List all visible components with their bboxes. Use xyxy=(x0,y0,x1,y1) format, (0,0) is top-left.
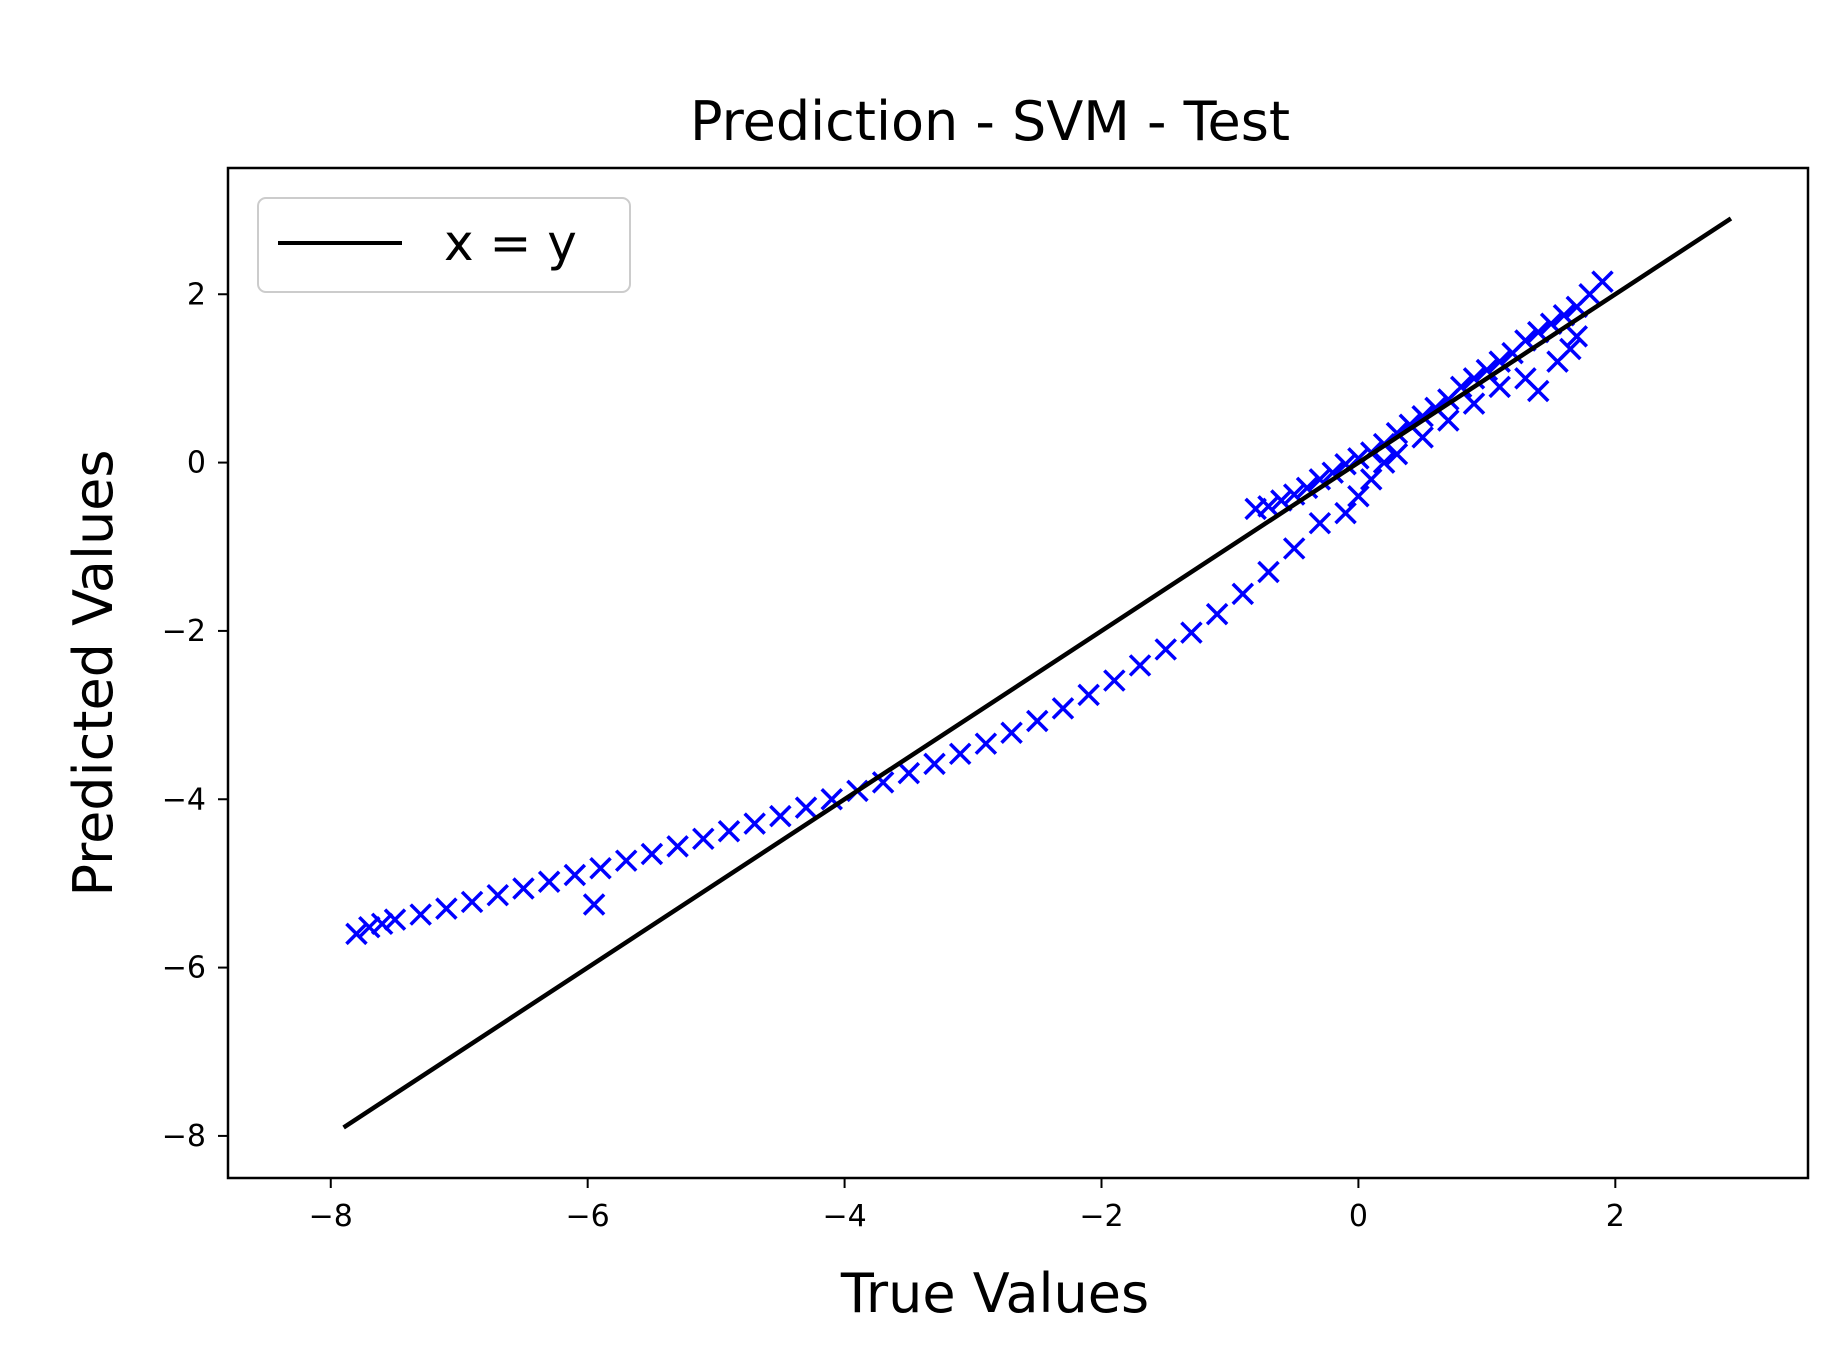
scatter-point xyxy=(1321,461,1344,484)
scatter-point xyxy=(1077,683,1100,707)
scatter-point xyxy=(1282,537,1306,560)
scatter-point xyxy=(537,870,561,893)
x-tick-label: −2 xyxy=(1079,1199,1123,1234)
scatter-point xyxy=(1128,654,1152,677)
scatter-series xyxy=(345,270,1614,946)
scatter-point xyxy=(1347,485,1370,508)
scatter-point xyxy=(1411,426,1434,449)
scatter-point xyxy=(1180,621,1203,644)
x-tick-label: −4 xyxy=(822,1199,866,1234)
x-axis-label: True Values xyxy=(840,1262,1149,1325)
scatter-point xyxy=(1372,451,1396,474)
scatter-point xyxy=(1334,501,1357,525)
scatter-point xyxy=(1308,511,1332,535)
x-tick-label: 0 xyxy=(1349,1199,1368,1234)
y-tick-label: 2 xyxy=(187,277,206,312)
scatter-point xyxy=(769,804,792,828)
scatter-point xyxy=(409,903,432,926)
chart-title: Prediction - SVM - Test xyxy=(690,90,1290,153)
x-axis-ticks: −8 −6 −4 −2 0 2 xyxy=(309,1178,1625,1234)
scatter-point xyxy=(974,732,998,755)
scatter-point xyxy=(1559,337,1582,361)
legend: x = y xyxy=(257,197,631,293)
scatter-point xyxy=(614,849,638,872)
scatter-point xyxy=(589,857,612,880)
plot-area xyxy=(228,168,1808,1178)
scatter-point xyxy=(1360,468,1383,491)
scatter-point xyxy=(1231,582,1255,606)
scatter-point xyxy=(1205,602,1229,626)
scatter-point xyxy=(370,912,394,936)
scatter-point xyxy=(1000,721,1023,744)
scatter-point xyxy=(897,761,921,785)
scatter-point xyxy=(582,893,606,916)
scatter-point xyxy=(460,890,484,914)
legend-label: x = y xyxy=(444,214,577,272)
scatter-point xyxy=(383,908,407,931)
y-tick-label: 0 xyxy=(187,446,206,481)
y-axis-ticks: −8 −6 −4 −2 0 2 xyxy=(162,277,228,1154)
y-axis-label: Predicted Values xyxy=(62,449,125,896)
scatter-point xyxy=(345,922,368,946)
scatter-point xyxy=(666,835,689,858)
scatter-point xyxy=(692,827,715,851)
scatter-point xyxy=(1565,325,1589,348)
scatter-point xyxy=(1051,697,1075,720)
identity-line-series xyxy=(342,216,1733,1130)
y-tick-label: −2 xyxy=(162,614,206,649)
scatter-point xyxy=(923,752,946,776)
scatter-point xyxy=(1154,638,1177,661)
scatter-point xyxy=(1385,442,1409,466)
scatter-point xyxy=(640,842,664,866)
scatter-point xyxy=(486,883,509,907)
scatter-point xyxy=(1488,375,1511,399)
scatter-point xyxy=(1462,392,1486,415)
y-tick-label: −6 xyxy=(162,951,206,986)
scatter-point xyxy=(1257,495,1280,518)
scatter-point xyxy=(1527,379,1550,403)
scatter-point xyxy=(358,915,381,939)
y-tick-label: −8 xyxy=(162,1119,206,1154)
scatter-point xyxy=(435,897,458,920)
identity-line xyxy=(342,216,1733,1130)
x-tick-label: −8 xyxy=(309,1199,353,1234)
scatter-point xyxy=(948,742,972,766)
plot-frame xyxy=(226,166,1810,1180)
y-tick-label: −4 xyxy=(162,782,206,817)
scatter-point xyxy=(1437,409,1460,432)
legend-box xyxy=(257,197,631,293)
scatter-point xyxy=(1026,709,1049,733)
x-tick-label: 2 xyxy=(1606,1199,1625,1234)
scatter-point xyxy=(1257,560,1280,584)
scatter-point xyxy=(512,877,535,900)
x-tick-label: −6 xyxy=(566,1199,610,1234)
scatter-point xyxy=(743,812,766,835)
scatter-point xyxy=(794,796,818,819)
scatter-point xyxy=(1334,453,1357,476)
scatter-point xyxy=(563,863,587,887)
scatter-point xyxy=(1103,669,1126,692)
scatter-point xyxy=(1591,270,1614,293)
scatter-point xyxy=(717,819,741,843)
